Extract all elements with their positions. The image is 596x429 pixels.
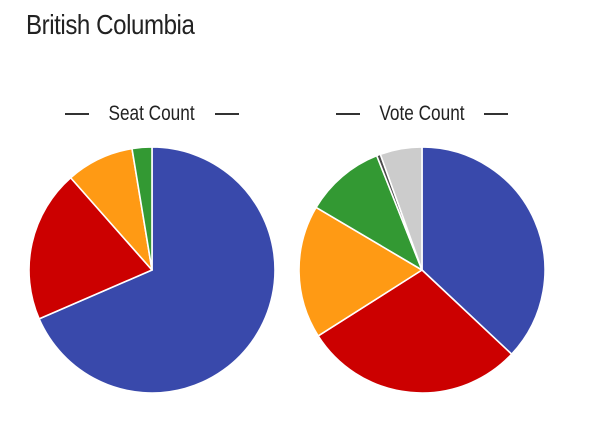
pie-slice-4 [131,146,153,271]
vote-count-pie [298,146,546,394]
pie-slice-1 [38,146,276,394]
heading-dash-left [336,113,361,115]
chart-heading: Vote Count [292,96,552,132]
pie-slice-2 [28,176,153,320]
page-title: British Columbia [26,9,195,40]
pie-slice-2 [317,269,513,394]
seat-count-pie [28,146,276,394]
heading-dash-right [214,113,239,115]
vote-count-chart: Vote Count [292,96,552,406]
seat-count-chart: Seat Count [22,96,282,406]
pie-slice-3 [298,206,423,337]
heading-dash-left [65,113,90,115]
pie-slice-4 [315,154,423,271]
chart-title: Seat Count [108,102,196,125]
pie-slice-1 [421,146,546,355]
chart-title: Vote Count [379,102,465,125]
heading-dash-right [483,113,508,115]
pie-slice-6 [379,146,423,271]
chart-heading: Seat Count [22,96,282,132]
